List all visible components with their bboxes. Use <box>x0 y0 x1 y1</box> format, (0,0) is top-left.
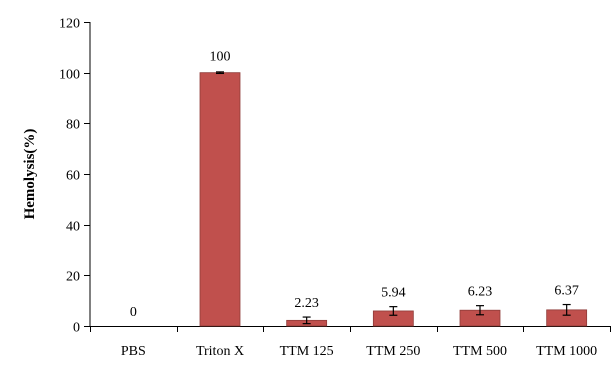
x-tick-label: PBS <box>121 344 146 359</box>
data-label: 2.23 <box>294 296 319 311</box>
x-tick-label: TTM 125 <box>280 344 334 359</box>
x-tick-label: TTM 250 <box>366 344 420 359</box>
data-label: 5.94 <box>381 286 406 301</box>
y-tick-label: 0 <box>73 321 80 336</box>
x-tick-label: Triton X <box>196 344 244 359</box>
y-tick-label: 40 <box>66 220 80 235</box>
y-tick-label: 60 <box>66 169 80 184</box>
y-tick-label: 20 <box>66 270 80 285</box>
error-bars <box>216 71 571 325</box>
data-label: 6.37 <box>554 284 579 299</box>
data-label: 100 <box>210 50 231 65</box>
y-tick-label: 100 <box>59 68 80 83</box>
x-axis: PBS Triton X TTM 125 TTM 250 TTM 500 TTM 1000 <box>90 326 611 359</box>
y-axis-title: Hemolysis(%) <box>22 129 38 220</box>
data-label: 6.23 <box>468 285 493 300</box>
bars <box>199 72 588 327</box>
y-tick-label: 120 <box>59 17 80 32</box>
data-labels: 0 100 2.23 5.94 6.23 6.37 <box>130 50 579 320</box>
bar <box>199 72 241 327</box>
y-axis: 0 20 40 60 80 100 120 <box>59 17 91 336</box>
x-tick-label: TTM 1000 <box>536 344 597 359</box>
x-tick-label: TTM 500 <box>453 344 507 359</box>
data-label: 0 <box>130 305 137 320</box>
y-tick-label: 80 <box>66 118 80 133</box>
